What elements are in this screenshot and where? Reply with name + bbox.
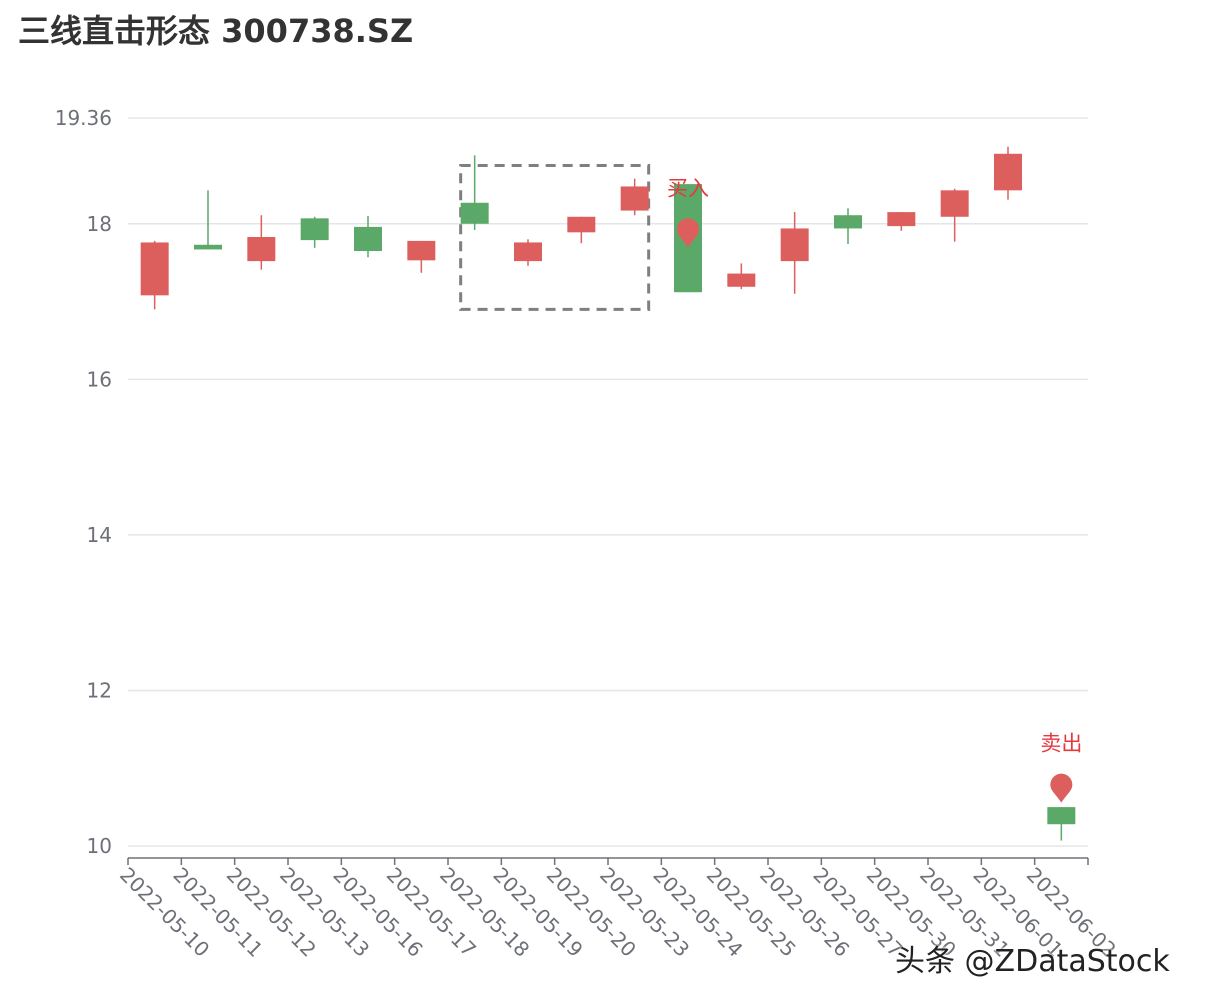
mark-point: 买入 bbox=[667, 176, 709, 248]
candle bbox=[140, 240, 169, 310]
mark-label: 卖出 bbox=[1040, 732, 1082, 756]
candle-body bbox=[514, 242, 542, 262]
candle-body bbox=[1047, 807, 1076, 825]
candle-body bbox=[354, 226, 382, 251]
chart-title: 三线直击形态 300738.SZ bbox=[18, 12, 414, 50]
candle-body bbox=[940, 190, 969, 217]
highlight-box bbox=[459, 163, 651, 311]
candle-body bbox=[887, 212, 916, 227]
y-tick-label: 19.36 bbox=[55, 106, 112, 130]
candle bbox=[834, 208, 862, 244]
candle bbox=[727, 263, 756, 290]
candle bbox=[940, 188, 969, 242]
candle-body bbox=[567, 216, 596, 233]
candle-body bbox=[620, 186, 649, 211]
candle bbox=[780, 212, 809, 294]
candle bbox=[514, 239, 542, 266]
candle bbox=[354, 216, 382, 258]
candle bbox=[407, 240, 436, 273]
y-tick-label: 14 bbox=[87, 523, 112, 547]
candle bbox=[194, 190, 222, 250]
candle-body bbox=[247, 237, 276, 262]
highlight-box-layer bbox=[459, 163, 651, 311]
candle-body bbox=[780, 228, 809, 262]
candle bbox=[300, 216, 329, 248]
mark-point: 卖出 bbox=[1040, 732, 1082, 803]
y-axis: 10 12 14 16 18 19.36 bbox=[55, 106, 112, 858]
candle bbox=[567, 216, 596, 244]
candle bbox=[247, 215, 276, 270]
candle-body bbox=[194, 244, 222, 250]
candle bbox=[460, 155, 489, 230]
candle-body bbox=[727, 273, 756, 287]
candle bbox=[994, 146, 1022, 200]
candle-body bbox=[407, 240, 436, 261]
candle-body bbox=[460, 202, 489, 224]
y-tick-label: 16 bbox=[87, 367, 112, 391]
candle-body bbox=[834, 215, 862, 229]
candle bbox=[620, 178, 649, 216]
candles bbox=[140, 146, 1076, 841]
grid-lines bbox=[128, 117, 1088, 847]
mark-label: 买入 bbox=[667, 176, 709, 200]
y-tick-label: 10 bbox=[87, 834, 112, 858]
candle-body bbox=[140, 242, 169, 296]
candle bbox=[887, 212, 916, 231]
y-tick-label: 18 bbox=[87, 212, 112, 236]
candle-body bbox=[994, 153, 1022, 191]
mark-pin bbox=[1050, 773, 1073, 803]
y-tick-label: 12 bbox=[87, 678, 112, 702]
watermark: 头条 @ZDataStock bbox=[895, 944, 1170, 979]
candle-body bbox=[300, 218, 329, 241]
candle bbox=[1047, 807, 1076, 841]
mark-pin bbox=[677, 218, 699, 248]
